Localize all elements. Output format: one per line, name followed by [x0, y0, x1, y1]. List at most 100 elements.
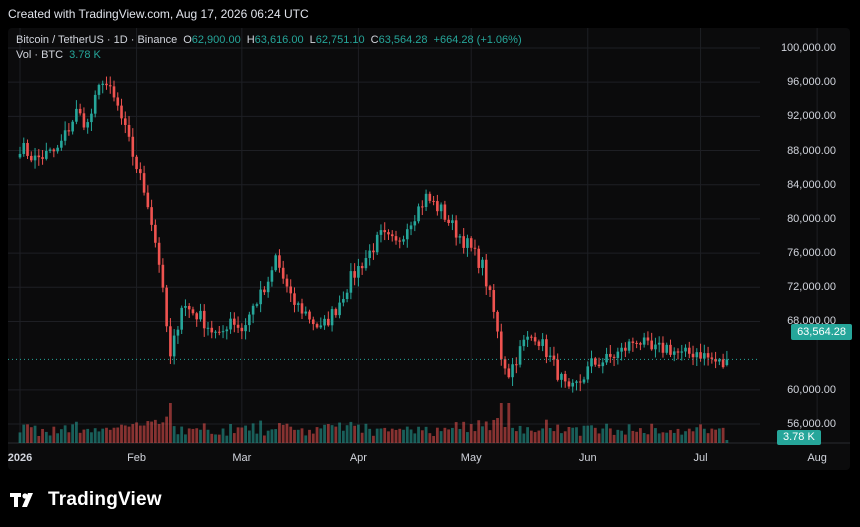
volume-bar [405, 426, 409, 443]
volume-bar [526, 427, 529, 443]
candle [703, 344, 706, 366]
candle [345, 289, 349, 303]
candle-body [424, 193, 428, 208]
candle [210, 320, 214, 339]
volume-bar [334, 426, 338, 443]
candle-body [29, 155, 33, 161]
candle [368, 244, 371, 266]
candle-body [41, 157, 44, 159]
candle [639, 341, 642, 351]
high-label: H [246, 34, 255, 46]
candle-body [669, 344, 672, 355]
y-tick-label: 60,000.00 [787, 383, 836, 396]
volume-bar [123, 425, 127, 443]
candle-body [319, 325, 323, 328]
candle [233, 312, 236, 333]
candle-body [680, 351, 684, 353]
candle [409, 221, 413, 236]
candle [349, 263, 353, 300]
candle-body [221, 331, 225, 333]
candle-body [492, 290, 496, 312]
candle [289, 279, 293, 303]
volume-bar [29, 427, 33, 443]
candle [180, 305, 183, 335]
candle [48, 147, 52, 154]
candle [353, 263, 356, 286]
candle-body [90, 113, 93, 123]
candle [462, 228, 465, 254]
candle [556, 353, 559, 382]
candle-body [330, 309, 334, 326]
candle [93, 90, 97, 118]
candle [364, 250, 368, 271]
candle [405, 223, 409, 248]
candle-body [481, 259, 484, 268]
candle [627, 338, 631, 354]
candle-body [428, 193, 432, 201]
volume-bar [315, 427, 319, 443]
volume-bar [488, 430, 492, 443]
candle [127, 116, 131, 142]
candle-body [409, 225, 413, 230]
candle-body [710, 357, 714, 359]
candle [172, 329, 176, 365]
candle-body [97, 84, 101, 95]
candle [45, 142, 48, 161]
candle [567, 378, 571, 389]
candle-body [364, 258, 368, 269]
candle-body [229, 318, 232, 330]
candle [537, 339, 541, 351]
candle-body [180, 307, 183, 330]
candle [714, 351, 717, 369]
candle-body [161, 264, 165, 288]
volume-bar [499, 403, 503, 443]
candle-body [274, 255, 277, 271]
candle [451, 214, 454, 231]
candle [680, 344, 684, 361]
candle [484, 254, 488, 295]
candle [308, 309, 311, 324]
candle [571, 379, 575, 393]
symbol-name: Bitcoin / TetherUS · 1D · Binance [16, 34, 178, 46]
volume-bar [560, 433, 563, 443]
chart-panel[interactable]: Bitcoin / TetherUS · 1D · Binance O 62,90… [8, 28, 850, 470]
candle-body [601, 362, 605, 367]
volume-bar [627, 424, 631, 443]
candle-body [402, 239, 405, 242]
candle-body [609, 353, 612, 357]
candle [642, 332, 646, 348]
y-tick-label: 80,000.00 [787, 212, 836, 225]
candle [67, 123, 71, 136]
candle-body [353, 271, 356, 278]
candle [436, 194, 439, 216]
volume-bar [18, 432, 22, 443]
volume-bar [210, 433, 214, 443]
volume-bar [41, 428, 44, 443]
volume-bar [52, 426, 56, 443]
candle [398, 237, 402, 249]
volume-bar [338, 422, 341, 443]
candle [481, 257, 484, 276]
candle-body [462, 236, 465, 248]
volume-bar [240, 427, 244, 443]
candle-body [112, 86, 116, 98]
volume-bar [413, 433, 417, 443]
candle [684, 344, 687, 357]
candle-body [687, 347, 691, 354]
y-tick-label: 84,000.00 [787, 178, 836, 191]
candle [499, 323, 503, 366]
candle [477, 245, 481, 274]
y-tick-label: 56,000.00 [787, 418, 836, 430]
volume-bar [360, 432, 364, 443]
candle-body [578, 381, 582, 383]
candle [511, 357, 514, 386]
volume-bar [390, 428, 394, 443]
volume-bar [202, 423, 206, 443]
candle-body [304, 311, 308, 314]
candle-body [105, 83, 108, 86]
candle [225, 326, 229, 340]
candle-body [270, 270, 274, 282]
candle [563, 370, 567, 388]
price-chart[interactable] [8, 28, 850, 470]
volume-bar [281, 424, 285, 443]
